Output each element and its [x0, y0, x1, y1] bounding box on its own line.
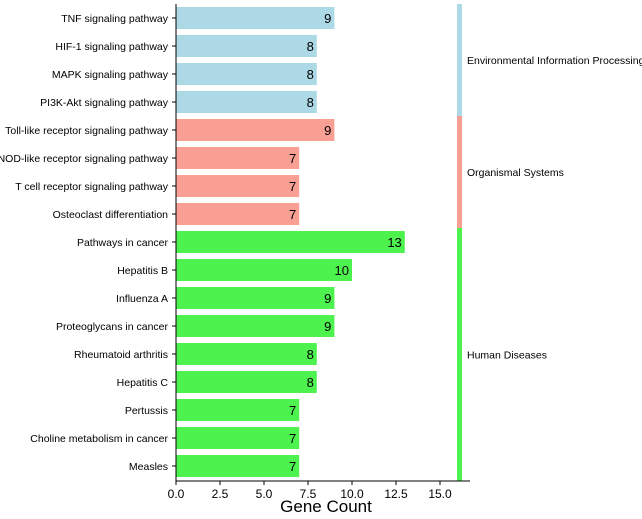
group-strip — [457, 228, 462, 481]
bar-value-label: 9 — [324, 319, 331, 334]
category-label: T cell receptor signaling pathway — [15, 181, 168, 193]
bar — [176, 203, 300, 225]
category-label: Influenza A — [116, 293, 168, 305]
bar — [176, 427, 300, 449]
bar — [176, 371, 317, 393]
bar-value-label: 9 — [324, 11, 331, 26]
category-label: HIF-1 signaling pathway — [55, 41, 168, 53]
bar-value-label: 9 — [324, 123, 331, 138]
bar-value-label: 8 — [307, 375, 314, 390]
bar — [176, 119, 335, 141]
category-label: Osteoclast differentiation — [53, 209, 169, 221]
bar-value-label: 8 — [307, 347, 314, 362]
category-label: Choline metabolism in cancer — [30, 433, 168, 445]
bar-value-label: 7 — [289, 151, 296, 166]
bar — [176, 63, 317, 85]
bar — [176, 315, 335, 337]
bar-value-label: 7 — [289, 179, 296, 194]
x-tick-label: 15.0 — [428, 487, 452, 501]
group-strips-layer: Environmental Information Processing Orga… — [457, 4, 642, 481]
group-strip — [457, 4, 462, 116]
x-tick-label: 2.5 — [212, 487, 229, 501]
bar-value-label: 7 — [289, 403, 296, 418]
bar — [176, 175, 300, 197]
bar — [176, 287, 335, 309]
bar — [176, 7, 335, 29]
bar-value-label: 13 — [387, 235, 401, 250]
bar-value-label: 8 — [307, 67, 314, 82]
group-strip — [457, 116, 462, 228]
x-tick-layer: 0.0 2.5 5.0 7.5 10.0 12.5 15.0 — [168, 481, 452, 501]
category-label: Rheumatoid arthritis — [74, 349, 168, 361]
x-tick-label: 10.0 — [340, 487, 364, 501]
category-label: Proteoglycans in cancer — [56, 321, 169, 333]
category-label: TNF signaling pathway — [61, 13, 169, 25]
bar-value-label: 10 — [335, 263, 349, 278]
bar — [176, 259, 352, 281]
category-label: Measles — [129, 461, 168, 473]
category-label: Pathways in cancer — [77, 237, 169, 249]
group-label: Human Diseases — [467, 350, 547, 362]
bar — [176, 147, 300, 169]
bar — [176, 91, 317, 113]
x-tick-label: 0.0 — [168, 487, 185, 501]
category-label: NOD-like receptor signaling pathway — [0, 153, 169, 165]
bar — [176, 399, 300, 421]
bar — [176, 455, 300, 477]
category-label: MAPK signaling pathway — [52, 69, 169, 81]
bar-value-label: 7 — [289, 207, 296, 222]
bar — [176, 231, 405, 253]
category-label: Hepatitis C — [117, 377, 169, 389]
category-label: PI3K-Akt signaling pathway — [40, 97, 169, 109]
bar-value-label: 7 — [289, 459, 296, 474]
bar-value-label: 8 — [307, 95, 314, 110]
category-label: Pertussis — [125, 405, 168, 417]
y-tick-layer: TNF signaling pathway HIF-1 signaling pat… — [0, 13, 176, 473]
bar — [176, 343, 317, 365]
group-label: Environmental Information Processing — [467, 55, 642, 67]
group-label: Organismal Systems — [467, 167, 564, 179]
x-tick-label: 5.0 — [256, 487, 273, 501]
x-axis-title: Gene Count — [280, 497, 372, 516]
x-tick-label: 12.5 — [384, 487, 408, 501]
bar-value-label: 7 — [289, 431, 296, 446]
bar — [176, 35, 317, 57]
category-label: Toll-like receptor signaling pathway — [5, 125, 169, 137]
bar-value-label: 9 — [324, 291, 331, 306]
x-tick-label: 7.5 — [300, 487, 317, 501]
bar-value-label: 8 — [307, 39, 314, 54]
category-label: Hepatitis B — [117, 265, 168, 277]
